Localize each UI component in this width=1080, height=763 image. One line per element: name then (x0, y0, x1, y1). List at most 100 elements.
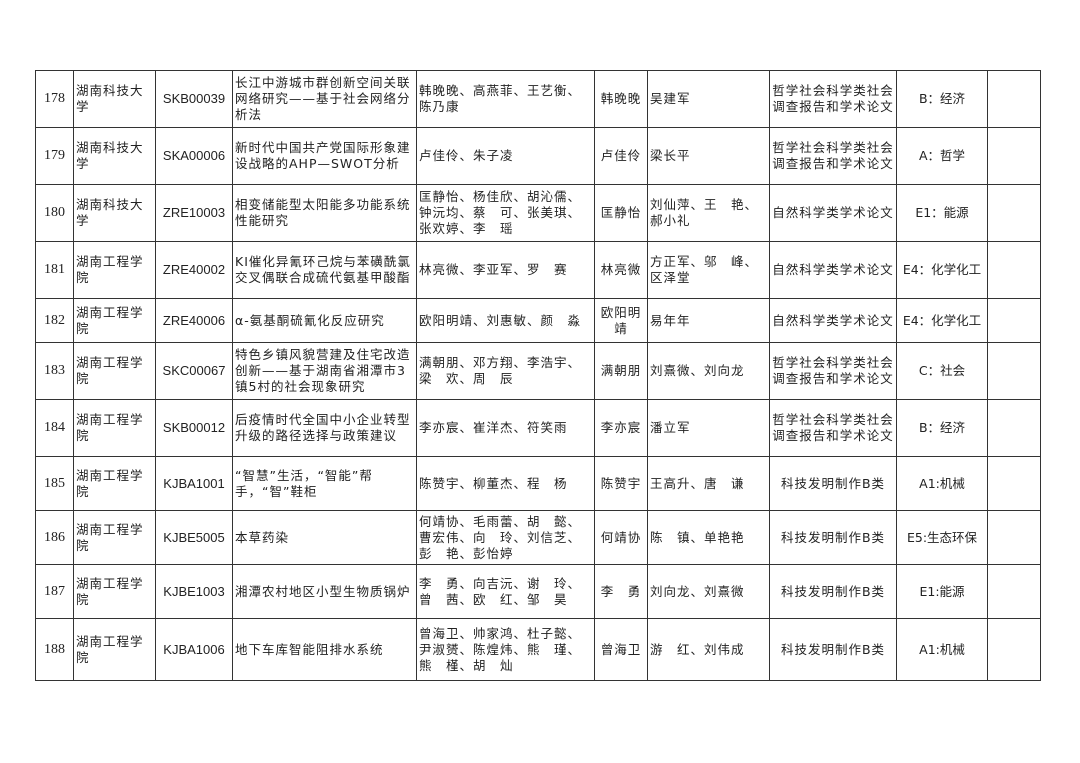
note-cell (987, 70, 1041, 128)
row-number: 180 (35, 184, 74, 242)
row-number: 184 (35, 399, 74, 457)
authors-cell: 何靖协、毛雨蕾、胡 懿、曹宏伟、向 玲、刘信芝、彭 艳、彭怡婷 (416, 510, 595, 565)
category-cell: 科技发明制作B类 (769, 510, 897, 565)
school-cell: 湖南工程学院 (73, 342, 156, 400)
category-cell: 哲学社会科学类社会调查报告和学术论文 (769, 399, 897, 457)
project-title: KI催化异氰环己烷与苯磺酰氯交叉偶联合成硫代氨基甲酸酯 (232, 241, 417, 299)
advisors-cell: 刘向龙、刘熹微 (647, 564, 770, 619)
advisors-cell: 刘熹微、刘向龙 (647, 342, 770, 400)
subject-cell: E4：化学化工 (896, 241, 988, 299)
row-number: 179 (35, 127, 74, 185)
table-row: 179 湖南科技大学 SKA00006 新时代中国共产党国际形象建设战略的AHP—SW… (35, 127, 1041, 185)
table-row: 184 湖南工程学院 SKB00012 后疫情时代全国中小企业转型升级的路径选择与政策… (35, 399, 1041, 457)
project-code: KJBA1001 (155, 456, 233, 511)
category-cell: 自然科学类学术论文 (769, 184, 897, 242)
table-row: 182 湖南工程学院 ZRE40006 α-氨基酮硫氰化反应研究 欧阳明靖、刘惠敏、颜 … (35, 298, 1041, 343)
award-table: 178 湖南科技大学 SKB00039 长江中游城市群创新空间关联网络研究——基于社会… (35, 70, 1041, 681)
row-number: 187 (35, 564, 74, 619)
row-number: 185 (35, 456, 74, 511)
table-row: 188 湖南工程学院 KJBA1006 地下车库智能阻排水系统 曾海卫、帅家鸿、杜子懿、… (35, 618, 1041, 681)
project-title: 新时代中国共产党国际形象建设战略的AHP—SWOT分析 (232, 127, 417, 185)
subject-cell: A1:机械 (896, 456, 988, 511)
project-title: α-氨基酮硫氰化反应研究 (232, 298, 417, 343)
note-cell (987, 399, 1041, 457)
authors-cell: 李亦宸、崔洋杰、符笑雨 (416, 399, 595, 457)
advisors-cell: 吴建军 (647, 70, 770, 128)
advisors-cell: 易年年 (647, 298, 770, 343)
row-number: 181 (35, 241, 74, 299)
project-code: KJBE5005 (155, 510, 233, 565)
subject-cell: E1:能源 (896, 564, 988, 619)
note-cell (987, 510, 1041, 565)
table-row: 181 湖南工程学院 ZRE40002 KI催化异氰环己烷与苯磺酰氯交叉偶联合成硫代氨… (35, 241, 1041, 299)
row-number: 188 (35, 618, 74, 681)
authors-cell: 李 勇、向吉沅、谢 玲、曾 茜、欧 红、邹 昊 (416, 564, 595, 619)
project-code: SKB00012 (155, 399, 233, 457)
note-cell (987, 127, 1041, 185)
subject-cell: B：经济 (896, 399, 988, 457)
note-cell (987, 456, 1041, 511)
first-author: 李 勇 (594, 564, 648, 619)
subject-cell: C：社会 (896, 342, 988, 400)
school-cell: 湖南工程学院 (73, 510, 156, 565)
note-cell (987, 241, 1041, 299)
authors-cell: 卢佳伶、朱子凌 (416, 127, 595, 185)
project-title: 长江中游城市群创新空间关联网络研究——基于社会网络分析法 (232, 70, 417, 128)
first-author: 林亮微 (594, 241, 648, 299)
school-cell: 湖南工程学院 (73, 298, 156, 343)
first-author: 匡静怡 (594, 184, 648, 242)
project-code: ZRE40002 (155, 241, 233, 299)
authors-cell: 匡静怡、杨佳欣、胡沁儒、钟沅均、蔡 可、张美琪、张欢婷、李 瑶 (416, 184, 595, 242)
project-title: 湘潭农村地区小型生物质锅炉 (232, 564, 417, 619)
subject-cell: E5:生态环保 (896, 510, 988, 565)
subject-cell: E4：化学化工 (896, 298, 988, 343)
project-title: “智慧”生活，“智能”帮手，“智”鞋柜 (232, 456, 417, 511)
authors-cell: 曾海卫、帅家鸿、杜子懿、尹淑赟、陈煌炜、熊 瑾、熊 槿、胡 灿 (416, 618, 595, 681)
row-number: 183 (35, 342, 74, 400)
table-row: 185 湖南工程学院 KJBA1001 “智慧”生活，“智能”帮手，“智”鞋柜 陈赞宇、… (35, 456, 1041, 511)
project-code: SKA00006 (155, 127, 233, 185)
authors-cell: 林亮微、李亚军、罗 赛 (416, 241, 595, 299)
project-title: 地下车库智能阻排水系统 (232, 618, 417, 681)
school-cell: 湖南科技大学 (73, 184, 156, 242)
note-cell (987, 298, 1041, 343)
authors-cell: 陈赞宇、柳董杰、程 杨 (416, 456, 595, 511)
note-cell (987, 184, 1041, 242)
row-number: 186 (35, 510, 74, 565)
school-cell: 湖南科技大学 (73, 127, 156, 185)
project-code: KJBA1006 (155, 618, 233, 681)
table-row: 180 湖南科技大学 ZRE10003 相变储能型太阳能多功能系统性能研究 匡静怡、杨佳… (35, 184, 1041, 242)
table-row: 178 湖南科技大学 SKB00039 长江中游城市群创新空间关联网络研究——基于社会… (35, 70, 1041, 128)
school-cell: 湖南工程学院 (73, 618, 156, 681)
category-cell: 哲学社会科学类社会调查报告和学术论文 (769, 70, 897, 128)
table-row: 186 湖南工程学院 KJBE5005 本草药染 何靖协、毛雨蕾、胡 懿、曹宏伟、向 玲… (35, 510, 1041, 565)
project-title: 本草药染 (232, 510, 417, 565)
project-title: 后疫情时代全国中小企业转型升级的路径选择与政策建议 (232, 399, 417, 457)
project-code: SKC00067 (155, 342, 233, 400)
school-cell: 湖南工程学院 (73, 456, 156, 511)
school-cell: 湖南工程学院 (73, 399, 156, 457)
first-author: 卢佳伶 (594, 127, 648, 185)
note-cell (987, 564, 1041, 619)
first-author: 曾海卫 (594, 618, 648, 681)
note-cell (987, 618, 1041, 681)
first-author: 何靖协 (594, 510, 648, 565)
category-cell: 自然科学类学术论文 (769, 241, 897, 299)
category-cell: 科技发明制作B类 (769, 564, 897, 619)
project-title: 相变储能型太阳能多功能系统性能研究 (232, 184, 417, 242)
first-author: 韩晚晚 (594, 70, 648, 128)
note-cell (987, 342, 1041, 400)
authors-cell: 欧阳明靖、刘惠敏、颜 淼 (416, 298, 595, 343)
first-author: 李亦宸 (594, 399, 648, 457)
school-cell: 湖南科技大学 (73, 70, 156, 128)
advisors-cell: 方正军、邬 峰、区泽堂 (647, 241, 770, 299)
authors-cell: 满朝朋、邓方翔、李浩宇、梁 欢、周 辰 (416, 342, 595, 400)
first-author: 欧阳明靖 (594, 298, 648, 343)
school-cell: 湖南工程学院 (73, 241, 156, 299)
project-code: SKB00039 (155, 70, 233, 128)
table-row: 187 湖南工程学院 KJBE1003 湘潭农村地区小型生物质锅炉李 勇、向吉沅、谢 … (35, 564, 1041, 619)
project-code: ZRE10003 (155, 184, 233, 242)
category-cell: 哲学社会科学类社会调查报告和学术论文 (769, 127, 897, 185)
advisors-cell: 梁长平 (647, 127, 770, 185)
advisors-cell: 潘立军 (647, 399, 770, 457)
